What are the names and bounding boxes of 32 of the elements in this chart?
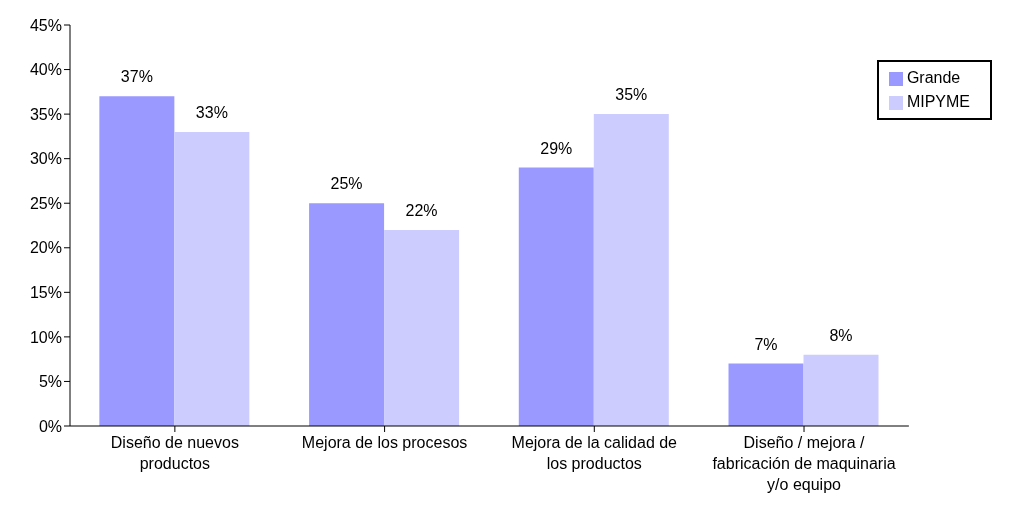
data-label: 22%	[405, 201, 438, 219]
bar	[174, 131, 250, 426]
data-label: 35%	[615, 86, 648, 104]
bar	[728, 363, 804, 426]
x-tick-label: Mejora de la calidad de los productos	[511, 434, 678, 472]
y-tick-label: 40%	[29, 61, 62, 79]
bar	[309, 203, 385, 426]
x-tick-label: Mejora de los procesos	[301, 434, 468, 451]
data-label: 29%	[540, 139, 573, 157]
y-tick-label: 20%	[29, 239, 62, 257]
data-label: 37%	[120, 68, 153, 86]
y-tick-label: 10%	[29, 328, 62, 346]
y-tick-label: 15%	[29, 284, 62, 302]
y-tick-label: 5%	[38, 373, 62, 391]
y-tick-label: 25%	[29, 194, 62, 212]
bar	[803, 354, 879, 426]
bar	[593, 114, 669, 426]
y-tick-label: 0%	[38, 417, 62, 435]
bar	[518, 167, 594, 426]
data-label: 7%	[754, 335, 778, 353]
data-label: 8%	[829, 326, 853, 344]
legend-label: MIPYME	[906, 93, 970, 110]
data-label: 25%	[330, 175, 363, 193]
x-tick-label: Diseño de nuevos productos	[110, 434, 239, 472]
bar	[384, 229, 460, 426]
bar	[99, 96, 175, 426]
y-tick-label: 45%	[29, 16, 62, 34]
y-tick-label: 35%	[29, 105, 62, 123]
legend-label: Grande	[906, 69, 961, 86]
x-tick-label: Diseño / mejora / fabricación de maquinaria y/o equipo	[712, 434, 896, 493]
y-tick-label: 30%	[29, 150, 62, 168]
data-label: 33%	[195, 103, 228, 121]
